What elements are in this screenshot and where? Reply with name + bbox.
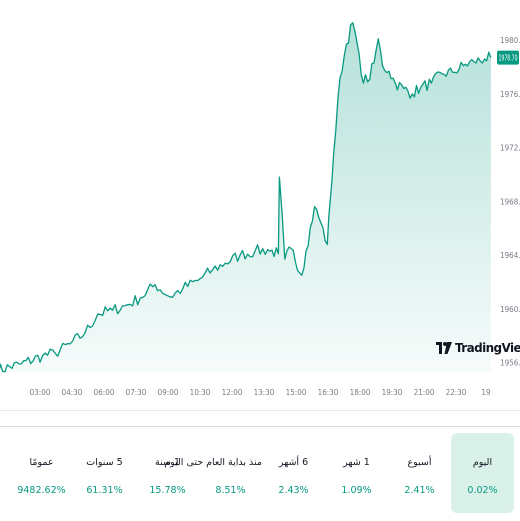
performance-period-value: 0.02% <box>467 485 498 496</box>
y-tick-label: 1980.00 <box>500 36 520 45</box>
tradingview-logo-icon <box>436 342 452 354</box>
y-tick-label: 1968.00 <box>500 197 520 206</box>
x-tick-label: 22:30 <box>446 388 467 397</box>
performance-period-value: 1.09% <box>341 485 372 496</box>
x-tick-label: 06:00 <box>94 388 115 397</box>
performance-period-value: 2.43% <box>278 485 309 496</box>
price-area-fill <box>0 22 491 372</box>
performance-period-label: عمومًا <box>29 457 54 468</box>
performance-period-4[interactable]: منذ بداية العام حتى اليوم 8.51% <box>164 433 262 513</box>
performance-period-2[interactable]: 1 شهر 1.09% <box>325 433 388 513</box>
x-tick-label: 03:00 <box>30 388 51 397</box>
last-price-label: 1978.70 <box>499 54 518 63</box>
x-tick-label: 16:30 <box>318 388 339 397</box>
performance-period-value: 8.51% <box>215 485 246 496</box>
x-tick-label: 18:00 <box>350 388 371 397</box>
chart-svg[interactable]: 03:00 04:30 06:00 07:30 09:00 10:30 12:00 13:30… <box>0 0 520 410</box>
performance-period-1[interactable]: أسبوع 2.41% <box>388 433 451 513</box>
y-tick-label: 1960.00 <box>500 305 520 314</box>
performance-period-label: منذ بداية العام حتى اليوم <box>164 457 262 468</box>
performance-panel: اليوم 0.02% أسبوع 2.41% 1 شهر 1.09% 6 أشهر 2.43… <box>0 426 520 521</box>
x-tick-label: 12:00 <box>222 388 243 397</box>
x-tick-label: 19:30 <box>382 388 403 397</box>
tradingview-logo-text: TradingView <box>455 341 520 355</box>
y-tick-label: 1964.00 <box>500 251 520 260</box>
x-tick-label: 10:30 <box>190 388 211 397</box>
last-price-badge <box>497 50 519 65</box>
performance-period-value: 15.78% <box>149 485 186 496</box>
performance-period-0[interactable]: اليوم 0.02% <box>451 433 514 513</box>
performance-period-6[interactable]: 5 سنوات 61.31% <box>73 433 136 513</box>
x-tick-label: 15:00 <box>286 388 307 397</box>
performance-period-7[interactable]: عمومًا 9482.62% <box>10 433 73 513</box>
performance-period-label: 5 سنوات <box>86 457 123 468</box>
performance-period-3[interactable]: 6 أشهر 2.43% <box>262 433 325 513</box>
y-tick-label: 1976.00 <box>500 90 520 99</box>
performance-row: اليوم 0.02% أسبوع 2.41% 1 شهر 1.09% 6 أشهر 2.43… <box>0 433 520 515</box>
performance-period-5[interactable]: 1 سنة 15.78% <box>136 433 199 513</box>
divider <box>0 410 520 411</box>
performance-period-label: أسبوع <box>407 457 432 468</box>
x-tick-label: 19 <box>481 388 491 397</box>
x-tick-label: 04:30 <box>62 388 83 397</box>
performance-period-label: 1 شهر <box>343 457 370 468</box>
performance-period-value: 2.41% <box>404 485 435 496</box>
x-tick-label: 07:30 <box>126 388 147 397</box>
performance-period-label: اليوم <box>472 457 493 468</box>
performance-period-label: 6 أشهر <box>278 457 309 468</box>
y-tick-label: 1972.00 <box>500 144 520 153</box>
price-chart[interactable]: 03:00 04:30 06:00 07:30 09:00 10:30 12:00 13:30… <box>0 0 520 410</box>
price-line <box>0 22 492 373</box>
tradingview-logo[interactable]: TradingView <box>436 337 520 359</box>
y-tick-label: 1956.00 <box>500 359 520 368</box>
x-tick-label: 21:00 <box>414 388 435 397</box>
x-tick-label: 09:00 <box>158 388 179 397</box>
performance-period-value: 9482.62% <box>17 485 66 496</box>
performance-period-value: 61.31% <box>86 485 123 496</box>
performance-period-label: 1 سنة <box>155 457 180 468</box>
x-tick-label: 13:30 <box>254 388 275 397</box>
